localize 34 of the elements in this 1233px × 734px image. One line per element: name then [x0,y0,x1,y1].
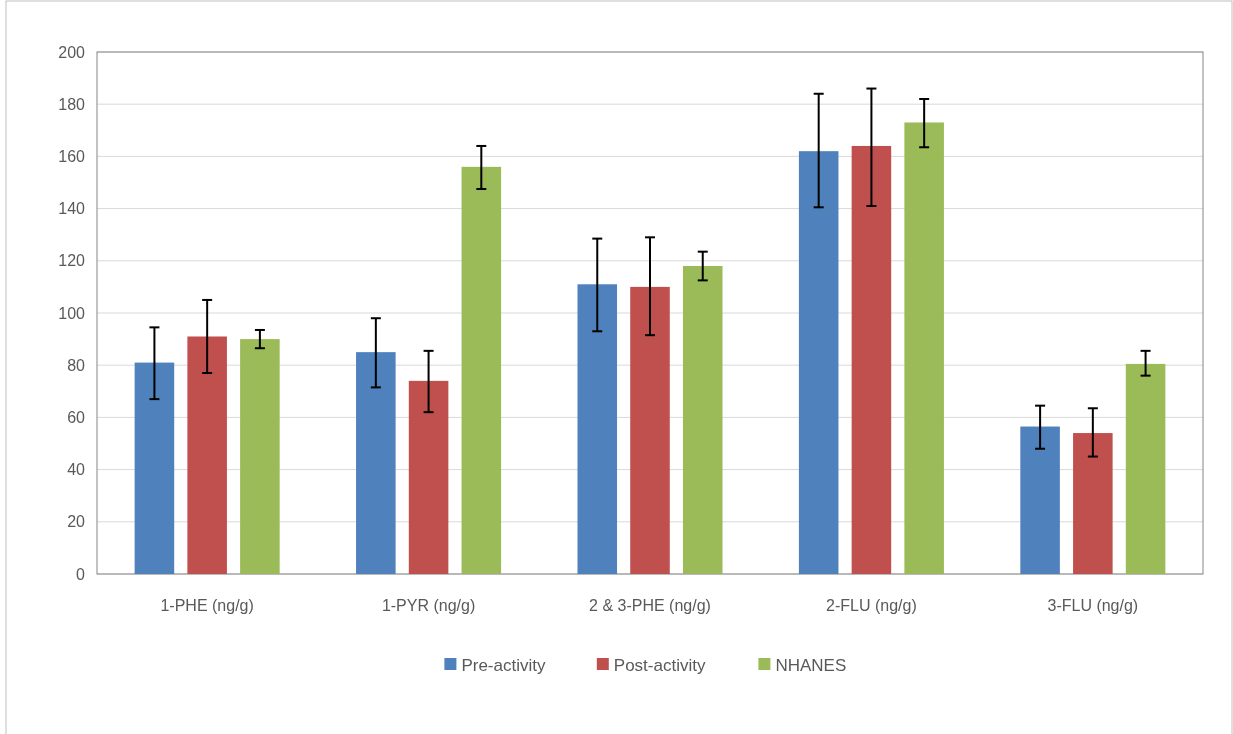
bar [187,336,227,574]
bar [851,145,892,574]
y-tick-label: 180 [58,95,86,113]
y-tick-label: 60 [67,409,86,426]
bar [630,286,670,574]
bar [1020,426,1060,574]
legend-label: Pre-activity [461,655,546,675]
bar [682,266,723,574]
y-tick-label: 100 [58,304,86,322]
legend-label: Post-activity [613,655,706,675]
bar [1125,363,1166,574]
bar [1073,433,1113,574]
bar [577,284,618,574]
bar [134,362,175,574]
x-tick-label: 2 & 3-PHE (ng/g) [589,597,711,614]
y-tick-label: 80 [67,356,86,374]
x-tick-label: 1-PHE (ng/g) [160,597,254,614]
y-tick-label: 120 [58,252,86,270]
bar [798,151,839,574]
bar [461,166,502,574]
y-tick-label: 40 [67,461,86,479]
x-tick-label: 1-PYR (ng/g) [381,597,476,614]
y-tick-label: 200 [58,43,86,61]
bar [356,352,396,574]
bar [240,339,280,574]
bar [408,380,449,574]
y-tick-label: 140 [58,200,86,218]
y-tick-label: 20 [67,513,86,531]
bar [904,122,944,574]
y-tick-label: 0 [76,565,86,583]
x-tick-label: 3-FLU (ng/g) [1047,597,1139,614]
y-tick-label: 160 [58,148,86,165]
legend-label: NHANES [775,655,847,675]
x-tick-label: 2-FLU (ng/g) [826,597,917,614]
